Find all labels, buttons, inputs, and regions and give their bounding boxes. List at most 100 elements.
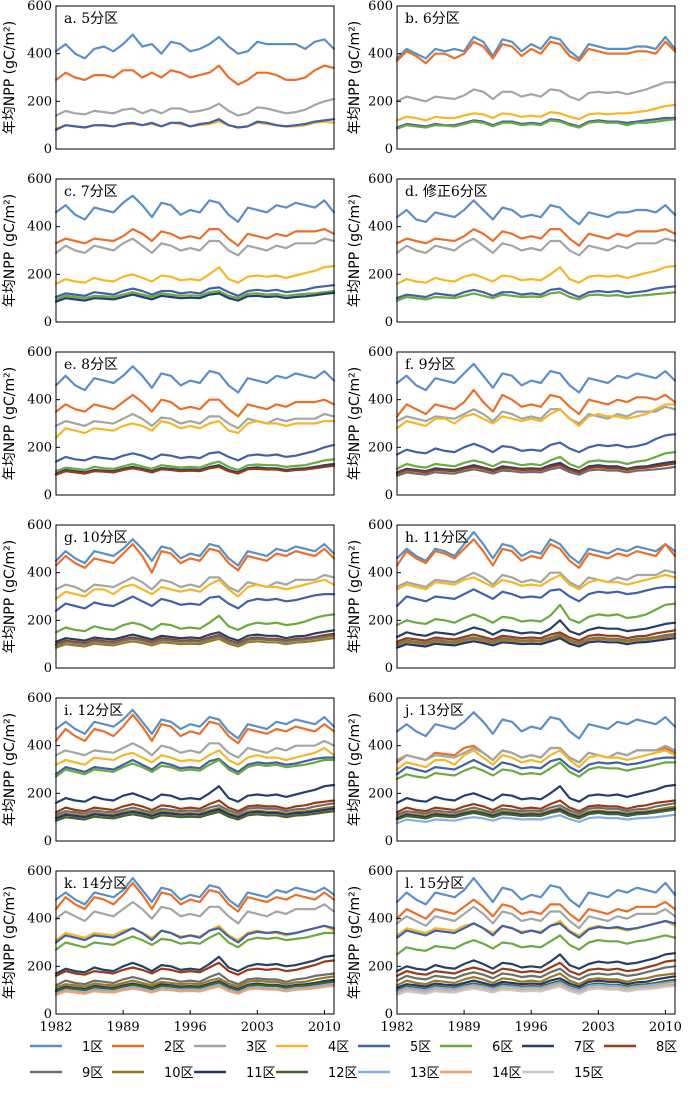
series-line — [54, 881, 336, 913]
series-line — [54, 805, 336, 819]
y-axis-label: 年均NPP (gC/m²) — [2, 540, 18, 653]
series-line — [395, 919, 677, 939]
legend-label: 4区 — [328, 1040, 349, 1055]
series-line — [54, 237, 336, 257]
y-tick-label: 200 — [27, 786, 52, 801]
series-line — [395, 465, 677, 477]
y-axis-label: 年均NPP (gC/m²) — [347, 886, 363, 999]
y-tick-label: 600 — [27, 345, 52, 360]
series-line — [54, 542, 336, 574]
series-line — [54, 592, 336, 612]
panel-title: h. 11分区 — [405, 530, 469, 546]
series-line — [54, 984, 336, 997]
series-line — [395, 81, 677, 103]
series-line — [54, 538, 336, 567]
series-line — [395, 291, 677, 302]
series-line — [54, 228, 336, 247]
series-line — [395, 711, 677, 740]
series-line — [395, 585, 677, 608]
y-axis-label: 年均NPP (gC/m²) — [347, 540, 363, 653]
series-line — [54, 365, 336, 394]
series-line — [395, 199, 677, 226]
y-tick-label: 400 — [368, 739, 393, 754]
series-line — [395, 959, 677, 978]
legend-label: 12区 — [328, 1066, 358, 1081]
x-tick-label: 1982 — [39, 1020, 72, 1035]
legend-label: 8区 — [656, 1040, 677, 1055]
panel-title: c. 7分区 — [64, 184, 118, 200]
series-line — [54, 637, 336, 649]
y-tick-label: 200 — [368, 440, 393, 455]
series-line — [395, 965, 677, 982]
chart-panel: 0 200 400 600 年均NPP (gC/m²) a. 5分区 — [2, 0, 336, 157]
series-line — [395, 802, 677, 816]
series-line — [395, 634, 677, 647]
series-line — [395, 35, 677, 60]
y-tick-label: 200 — [27, 267, 52, 282]
plot-frame — [396, 5, 676, 150]
legend: 1区 2区 3区 4区 5区 6区 7区 8区 9区 10区 11区 12区 13区 14区 15区 — [30, 1040, 677, 1081]
series-line — [54, 420, 336, 439]
chart-panel: 0 200 400 600 年均NPP (gC/m²) h. 11分区 — [347, 518, 677, 676]
series-line — [54, 634, 336, 647]
y-axis-label: 年均NPP (gC/m²) — [2, 194, 18, 307]
series-line — [395, 569, 677, 589]
plot-frame — [396, 351, 676, 496]
series-line — [395, 744, 677, 764]
series-line — [54, 629, 336, 643]
series-line — [54, 799, 336, 814]
series-line — [54, 978, 336, 992]
series-line — [395, 573, 677, 591]
x-tick-label: 1989 — [107, 1020, 140, 1035]
series-line — [54, 980, 336, 993]
series-line — [395, 118, 677, 130]
plot-frame — [55, 870, 335, 1015]
series-line — [54, 924, 336, 944]
x-tick-label: 1996 — [174, 1020, 207, 1035]
y-tick-label: 200 — [27, 94, 52, 109]
series-line — [54, 118, 336, 131]
series-line — [395, 538, 677, 570]
y-axis-label: 年均NPP (gC/m²) — [2, 21, 18, 134]
series-line — [54, 578, 336, 601]
series-line — [54, 412, 336, 430]
series-line — [395, 813, 677, 825]
plot-frame — [55, 351, 335, 496]
series-line — [395, 952, 677, 973]
legend-label: 14区 — [492, 1066, 522, 1081]
y-tick-label: 0 — [385, 488, 393, 503]
y-tick-label: 200 — [368, 613, 393, 628]
series-line — [395, 905, 677, 930]
series-line — [54, 194, 336, 223]
series-line — [395, 405, 677, 425]
series-line — [395, 362, 677, 394]
series-line — [54, 756, 336, 776]
series-line — [54, 807, 336, 820]
x-tick-label: 1996 — [515, 1020, 548, 1035]
series-line — [54, 739, 336, 759]
series-line — [54, 632, 336, 646]
y-axis-label: 年均NPP (gC/m²) — [2, 713, 18, 826]
panel-title: e. 8分区 — [64, 357, 118, 373]
y-axis-label: 年均NPP (gC/m²) — [2, 886, 18, 999]
y-tick-label: 400 — [27, 47, 52, 62]
series-line — [54, 972, 336, 987]
y-tick-label: 400 — [368, 912, 393, 927]
y-tick-label: 400 — [368, 47, 393, 62]
series-line — [395, 975, 677, 989]
panel-title: i. 12分区 — [64, 703, 123, 719]
series-line — [395, 228, 677, 247]
x-tick-label: 1982 — [380, 1020, 413, 1035]
panel-title: f. 9分区 — [405, 357, 456, 373]
chart-panel: 0 200 400 600 年均NPP (gC/m²) c. 7分区 — [2, 172, 336, 330]
y-tick-label: 0 — [44, 661, 52, 676]
y-tick-label: 200 — [368, 94, 393, 109]
y-tick-label: 600 — [27, 691, 52, 706]
series-line — [54, 802, 336, 816]
series-line — [54, 264, 336, 285]
y-axis-label: 年均NPP (gC/m²) — [347, 194, 363, 307]
y-tick-label: 200 — [27, 440, 52, 455]
series-line — [54, 975, 336, 989]
series-line — [395, 783, 677, 805]
